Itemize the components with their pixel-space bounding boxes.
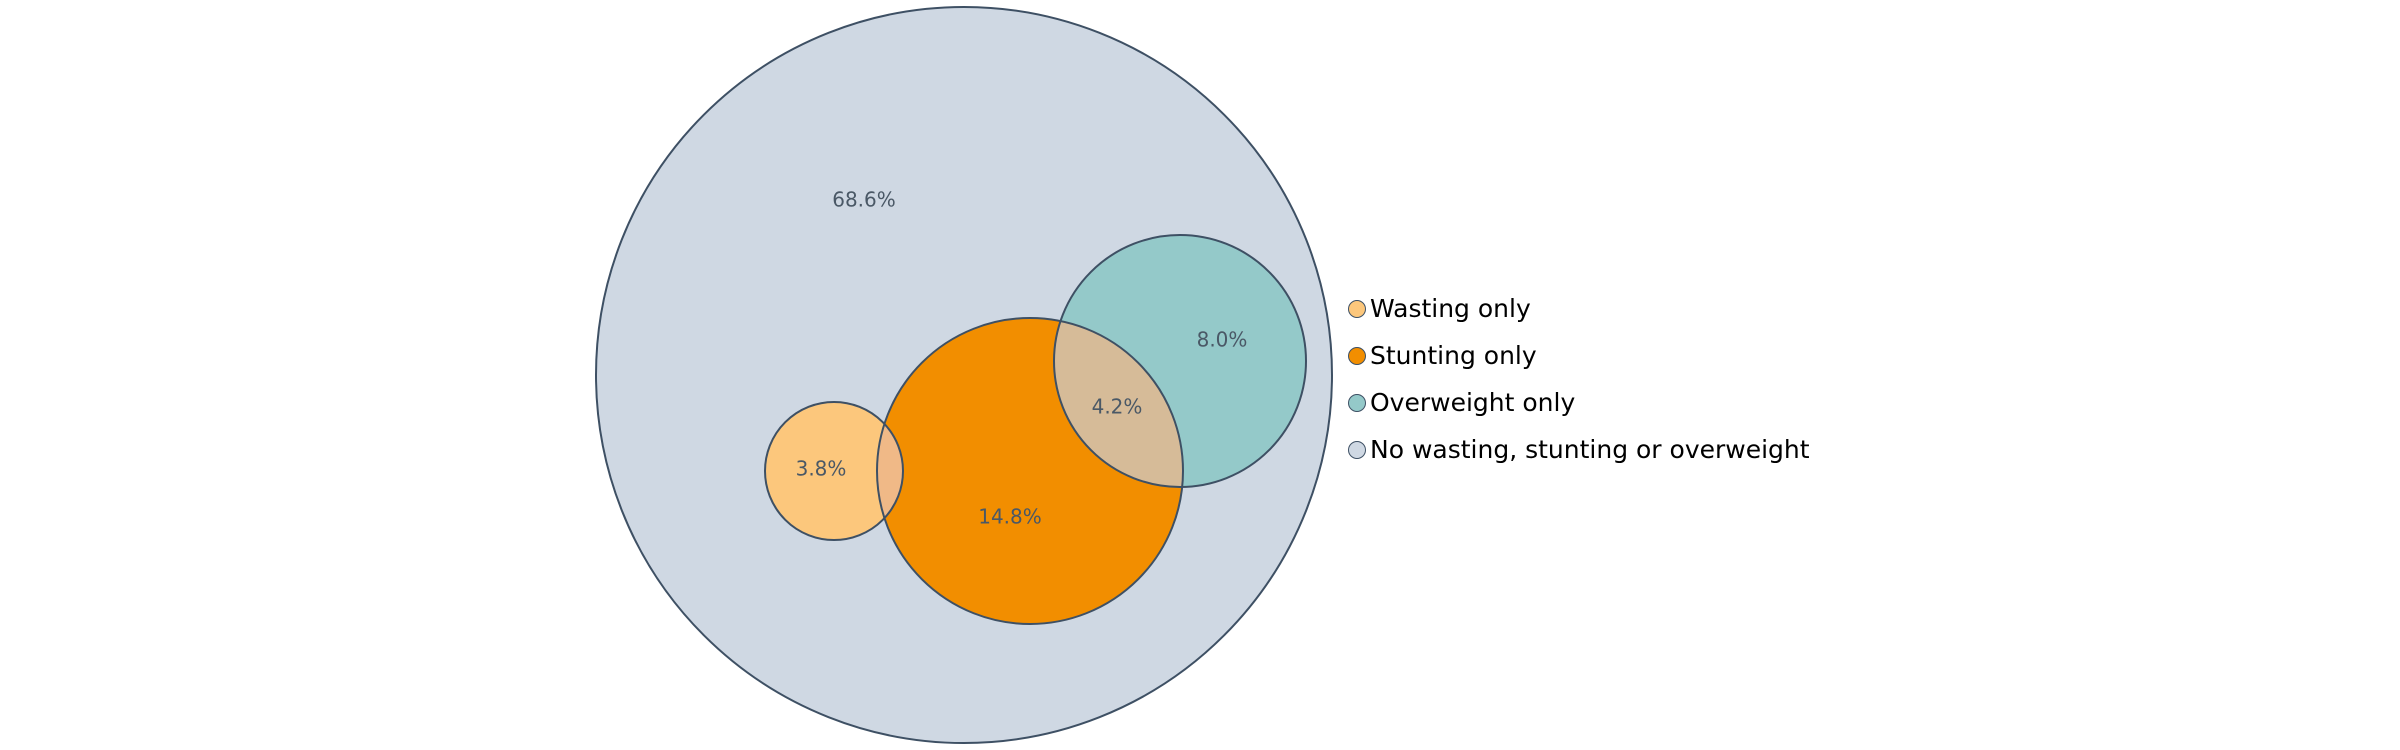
legend-item-stunting: Stunting only [1348,332,1810,379]
legend-item-wasting: Wasting only [1348,285,1810,332]
legend-label-none: No wasting, stunting or overweight [1370,435,1810,464]
legend-swatch-stunting [1348,346,1366,365]
legend-label-wasting: Wasting only [1370,294,1531,323]
legend-swatch-none [1348,440,1366,459]
legend-item-none: No wasting, stunting or overweight [1348,426,1810,473]
legend-label-stunting: Stunting only [1370,341,1537,370]
outline-stunting [876,317,1184,625]
label-overweight: 8.0% [1197,328,1248,352]
legend-swatch-overweight [1348,393,1366,412]
outline-none [595,6,1333,744]
circle-wasting [765,402,903,540]
legend: Wasting only Stunting only Overweight on… [1348,285,1810,473]
legend-swatch-wasting [1348,299,1366,318]
label-wasting: 3.8% [796,457,847,481]
outline-overweight [1053,234,1307,488]
legend-item-overweight: Overweight only [1348,379,1810,426]
legend-label-overweight: Overweight only [1370,388,1576,417]
label-none: 68.6% [832,188,896,212]
label-stunting-overweight: 4.2% [1092,395,1143,419]
label-stunting: 14.8% [978,505,1042,529]
outline-wasting [764,401,904,541]
